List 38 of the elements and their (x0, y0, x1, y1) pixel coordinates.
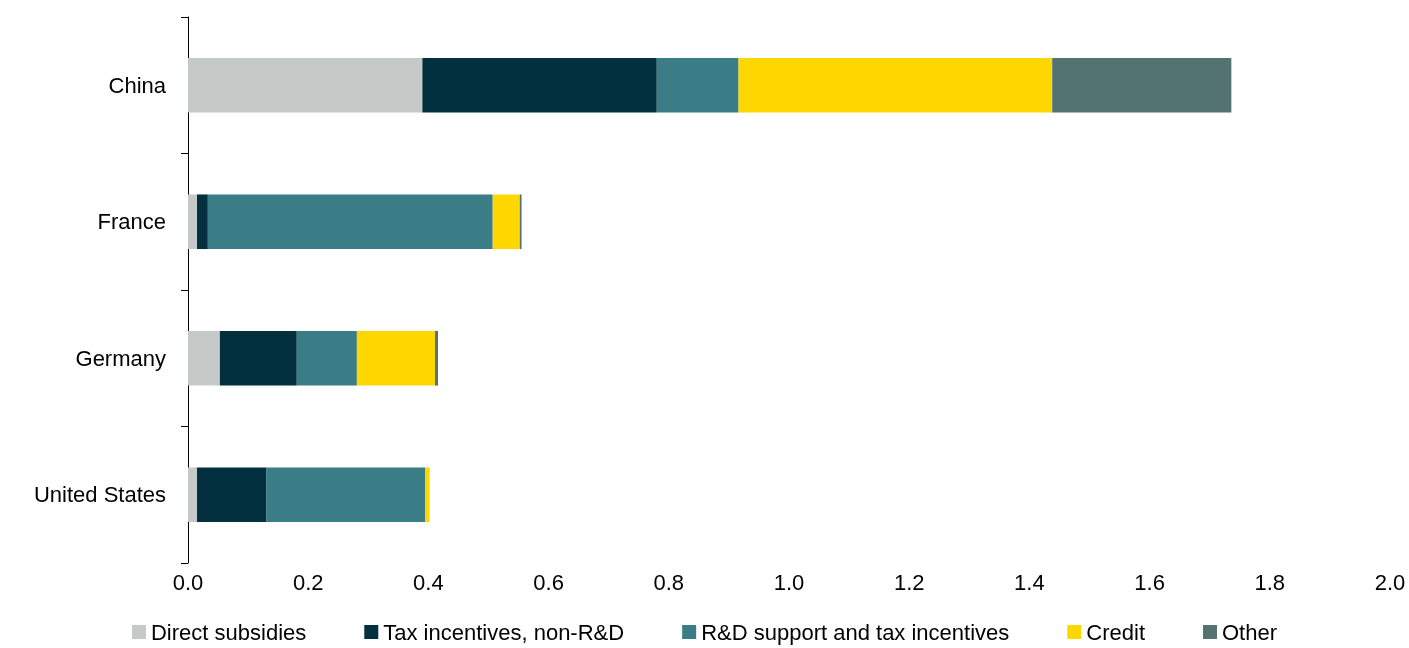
x-tick-label: 0.8 (653, 569, 685, 595)
y-tick-label: Germany (75, 345, 166, 371)
y-tick-label: France (97, 209, 166, 235)
legend-label: Credit (1086, 619, 1145, 645)
bar (197, 194, 208, 250)
bar (492, 194, 520, 250)
x-tick-label: 0.2 (292, 569, 324, 595)
bar (266, 467, 426, 523)
x-tick-label: 1.0 (773, 569, 805, 595)
bar (296, 330, 357, 386)
bar (207, 194, 493, 250)
x-tick-label: 1.2 (893, 569, 925, 595)
x-tick-label: 0.6 (533, 569, 564, 595)
x-tick-label: 1.6 (1134, 569, 1165, 595)
x-tick-label: 0.0 (172, 569, 204, 595)
legend-label: Direct subsidies (150, 619, 307, 645)
bar (1052, 57, 1232, 113)
bar (356, 330, 436, 386)
legend-label: Other (1221, 619, 1278, 645)
x-tick-label: 1.4 (1014, 569, 1045, 595)
bar (422, 57, 657, 113)
bar (188, 330, 220, 386)
bar (435, 330, 439, 386)
bar (425, 467, 430, 523)
bar (656, 57, 739, 113)
bar (219, 330, 297, 386)
y-tick-label: China (108, 72, 167, 98)
legend-label: Tax incentives, non-R&D (383, 619, 625, 645)
bar (188, 57, 423, 113)
x-tick-label: 2.0 (1374, 569, 1406, 595)
y-tick-label: United States (33, 482, 166, 508)
bar (188, 194, 198, 250)
x-tick-label: 1.8 (1254, 569, 1286, 595)
x-tick-label: 0.4 (413, 569, 444, 595)
legend-label: R&D support and tax incentives (701, 619, 1010, 645)
bar (197, 467, 267, 523)
bar (188, 467, 198, 523)
bar (738, 57, 1053, 113)
